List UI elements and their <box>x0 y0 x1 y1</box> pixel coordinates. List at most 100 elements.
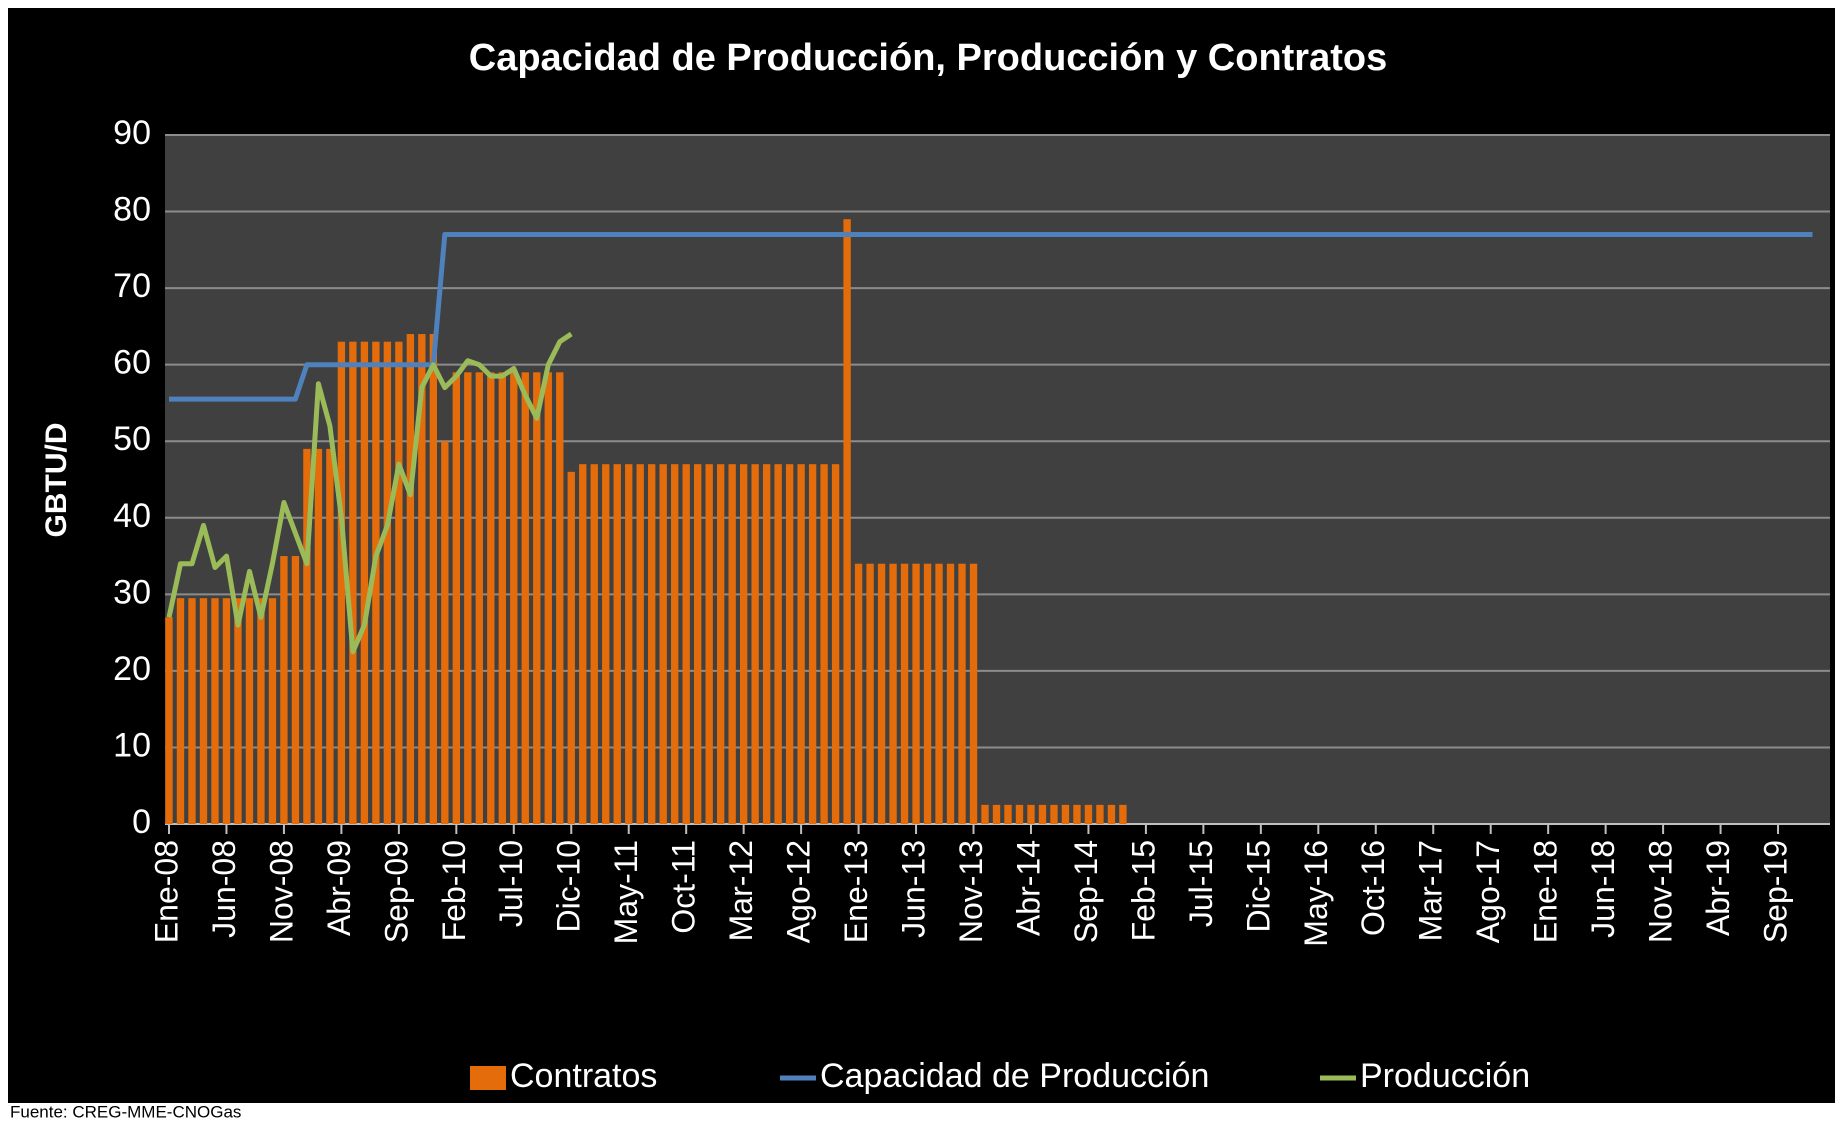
bar <box>682 464 690 824</box>
x-tick-label: Dic-10 <box>551 840 587 932</box>
bar <box>900 563 909 824</box>
bar <box>475 372 483 824</box>
bar <box>739 464 748 824</box>
bar <box>372 341 380 824</box>
bar <box>395 341 403 824</box>
bar <box>1084 804 1093 824</box>
bar <box>797 464 805 824</box>
y-tick-label: 10 <box>113 726 151 764</box>
bar <box>705 464 713 824</box>
bar <box>1004 804 1012 824</box>
bar <box>751 464 759 824</box>
bar <box>1107 804 1116 824</box>
y-tick-label: 80 <box>113 191 151 229</box>
x-tick-label: Mar-17 <box>1413 840 1449 941</box>
bar <box>291 556 300 824</box>
bar <box>234 598 242 824</box>
bar <box>958 563 966 824</box>
x-tick-label: Nov-18 <box>1643 840 1679 943</box>
bar <box>694 464 702 824</box>
bar <box>510 372 518 824</box>
y-tick-label: 40 <box>113 497 151 535</box>
bar <box>383 341 392 824</box>
bar <box>590 464 598 824</box>
x-tick-label: Oct-16 <box>1355 840 1391 936</box>
x-tick-label: Jul-15 <box>1183 840 1219 927</box>
bar <box>820 464 828 824</box>
bar <box>314 448 323 824</box>
y-tick-label: 90 <box>113 114 151 152</box>
bar <box>498 372 506 824</box>
bar <box>349 341 357 824</box>
legend-label: Producción <box>1360 1057 1530 1095</box>
y-tick-label: 50 <box>113 420 151 458</box>
bar <box>602 464 610 824</box>
bar <box>533 372 541 824</box>
bar <box>303 448 311 824</box>
bar <box>176 598 185 824</box>
bar <box>360 341 369 824</box>
bar <box>854 563 863 824</box>
bar <box>211 598 219 824</box>
x-tick-label: May-11 <box>608 840 644 944</box>
bar <box>889 563 897 824</box>
bar <box>785 464 794 824</box>
bar <box>464 372 472 824</box>
bar <box>406 334 415 824</box>
x-tick-label: Abr-19 <box>1700 840 1736 936</box>
x-tick-label: Ago-12 <box>781 840 817 943</box>
bar <box>969 563 978 824</box>
x-tick-label: Jun-08 <box>206 840 242 938</box>
bar <box>992 804 1001 824</box>
x-tick-label: Abr-14 <box>1010 840 1046 936</box>
bar <box>843 219 851 824</box>
bar <box>544 372 552 824</box>
bar <box>981 804 989 824</box>
x-tick-label: Ene-13 <box>838 840 874 943</box>
bar <box>671 464 679 824</box>
bar <box>923 563 932 824</box>
bar <box>1096 804 1104 824</box>
bar <box>1050 804 1058 824</box>
bar <box>636 464 644 824</box>
legend-label: Contratos <box>510 1057 657 1095</box>
bar <box>946 563 955 824</box>
y-tick-label: 0 <box>132 803 151 841</box>
bar <box>877 563 886 824</box>
x-tick-label: Abr-09 <box>321 840 357 936</box>
x-tick-label: May-16 <box>1298 840 1334 947</box>
bar <box>1073 804 1081 824</box>
bar <box>1119 804 1127 824</box>
x-tick-label: Oct-11 <box>666 840 702 934</box>
x-tick-label: Jun-18 <box>1585 840 1621 938</box>
x-tick-label: Sep-09 <box>378 840 414 943</box>
y-tick-label: 20 <box>113 650 151 688</box>
bar <box>935 563 943 824</box>
bar <box>556 372 564 824</box>
x-tick-label: Sep-14 <box>1068 840 1104 943</box>
bar <box>762 464 771 824</box>
bar <box>1027 804 1035 824</box>
x-tick-label: Dic-15 <box>1240 840 1276 932</box>
bar <box>188 598 196 824</box>
bar <box>1061 804 1070 824</box>
x-tick-label: Feb-10 <box>436 840 472 941</box>
chart-title: Capacidad de Producción, Producción y Co… <box>469 37 1387 79</box>
bar <box>326 448 334 824</box>
bar <box>199 598 208 824</box>
x-tick-label: Sep-19 <box>1757 840 1793 943</box>
bar <box>441 441 449 824</box>
bar <box>337 341 346 824</box>
bar <box>728 464 736 824</box>
bar <box>625 464 633 824</box>
bar <box>716 464 725 824</box>
line <box>166 331 573 655</box>
bar <box>245 598 254 824</box>
bar <box>1015 804 1024 824</box>
bar <box>831 464 840 824</box>
plot-background <box>165 135 1830 824</box>
bar <box>579 464 587 824</box>
bar <box>165 617 173 824</box>
